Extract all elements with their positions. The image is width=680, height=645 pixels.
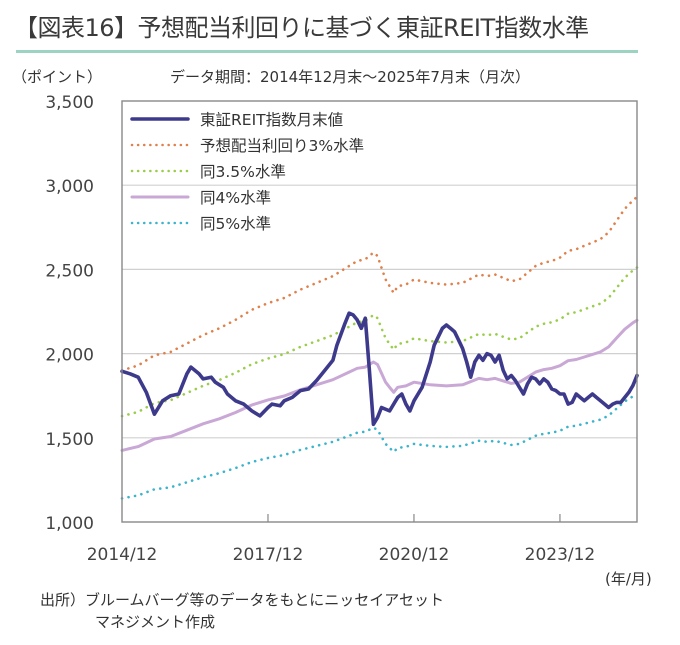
legend-label-3pct: 予想配当利回り3%水準 (200, 137, 365, 155)
x-tick-label: 2023/12 (525, 545, 596, 565)
y-tick-label: 1,000 (45, 514, 94, 534)
data-period-note: データ期間：2014年12月末～2025年7月末（月次） (170, 68, 530, 86)
source-line-1: 出所）ブルームバーグ等のデータをもとにニッセイアセット (40, 591, 444, 609)
x-tick-label: 2014/12 (87, 545, 158, 565)
y-tick-label: 2,500 (45, 261, 94, 281)
legend-item-reit: 東証REIT指数月末値 (130, 106, 364, 132)
plot-frame (121, 100, 638, 523)
y-axis-unit: （ポイント） (12, 68, 103, 86)
x-tick-label: 2017/12 (233, 545, 304, 565)
series-line-reit (120, 311, 639, 427)
legend-item-3-5pct: 同3.5%水準 (130, 158, 364, 184)
legend-swatch-4pct (130, 195, 190, 199)
legend-item-5pct: 同5%水準 (130, 210, 364, 236)
legend-label-4pct: 同4%水準 (200, 189, 272, 207)
legend-item-3pct: 予想配当利回り3%水準 (130, 132, 364, 158)
series-line-y4 (120, 318, 639, 452)
legend-swatch-5pct (130, 221, 190, 225)
y-tick-label: 2,000 (45, 346, 94, 366)
legend-swatch-3pct (130, 143, 190, 147)
legend-label-3-5pct: 同3.5%水準 (200, 163, 286, 181)
legend-swatch-reit (130, 117, 190, 121)
legend: 東証REIT指数月末値 予想配当利回り3%水準 同3.5%水準 同4%水準 同5… (130, 106, 364, 236)
chart-title: 【図表16】予想配当利回りに基づく東証REIT指数水準 (14, 14, 589, 42)
y-tick-label: 3,000 (45, 177, 94, 197)
legend-label-reit: 東証REIT指数月末値 (200, 111, 344, 129)
source-note: 出所）ブルームバーグ等のデータをもとにニッセイアセット マネジメント作成 (40, 589, 444, 633)
x-tick-label: 2020/12 (379, 545, 450, 565)
x-tick-labels: 2014/12 2017/12 2020/12 2023/12 (87, 514, 596, 565)
grid-lines (122, 184, 637, 439)
y-tick-label: 3,500 (45, 93, 94, 113)
series-lines (120, 195, 639, 500)
y-tick-label: 1,500 (45, 430, 94, 450)
source-line-2: マネジメント作成 (95, 613, 216, 631)
legend-item-4pct: 同4%水準 (130, 184, 364, 210)
legend-swatch-3-5pct (130, 169, 190, 173)
legend-label-5pct: 同5%水準 (200, 215, 272, 233)
series-line-y35 (120, 266, 639, 418)
y-tick-labels: 1,000 1,500 2,000 2,500 3,000 3,500 (45, 93, 94, 534)
title-underline (16, 50, 638, 53)
x-axis-unit: (年/月) (605, 570, 652, 588)
series-line-y5 (120, 393, 639, 500)
